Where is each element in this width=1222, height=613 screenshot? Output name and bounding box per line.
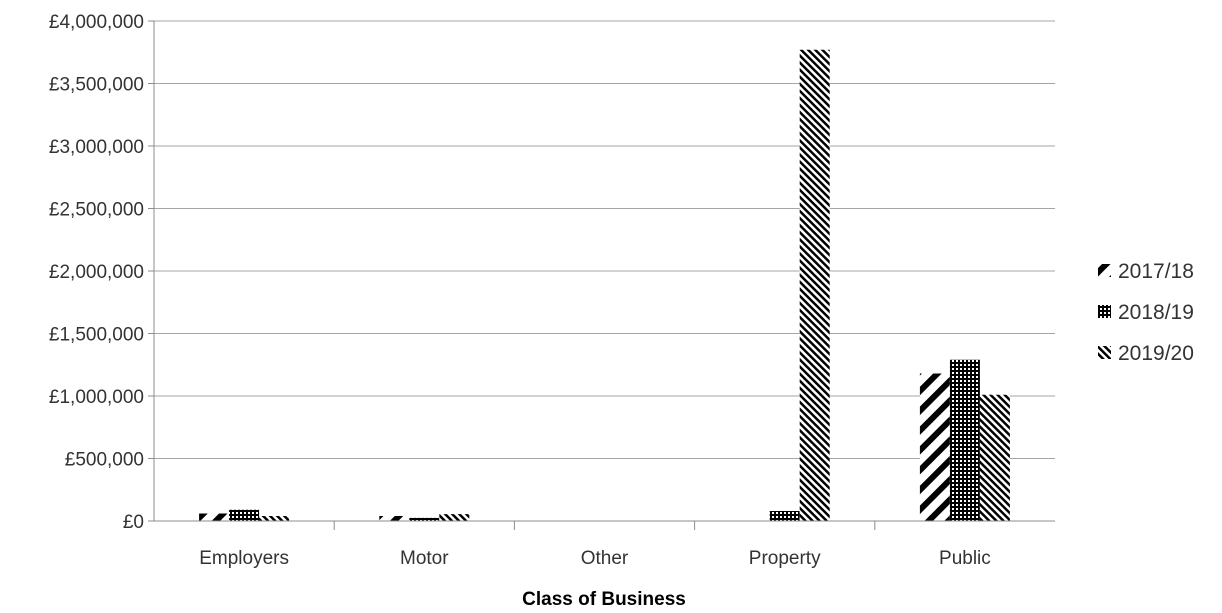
x-tick-label: Other — [581, 548, 629, 569]
y-tick-label: £0 — [123, 512, 144, 533]
y-tick-label: £4,000,000 — [49, 12, 144, 33]
y-tick-label: £1,500,000 — [49, 325, 144, 346]
x-tick-label: Public — [939, 548, 991, 569]
y-tick-label: £500,000 — [65, 450, 144, 471]
x-tick-label: Motor — [400, 548, 449, 569]
bar-public-2019-20 — [979, 394, 1010, 521]
bar-employers-2017-18 — [199, 513, 230, 521]
bar-employers-2019-20 — [259, 516, 290, 521]
gridlines — [154, 20, 1055, 459]
y-tick-label: £2,000,000 — [49, 262, 144, 283]
x-tick-label: Employers — [199, 548, 289, 569]
bar-series — [199, 49, 1010, 521]
y-tick-label: £1,000,000 — [49, 387, 144, 408]
legend-label: 2018/19 — [1118, 301, 1194, 324]
bar-motor-2018-19 — [409, 517, 440, 521]
bar-employers-2018-19 — [229, 509, 260, 521]
legend-label: 2017/18 — [1118, 260, 1194, 283]
bar-public-2018-19 — [949, 359, 980, 521]
y-axis-ticks: £0 £500,000 £1,000,000 £1,500,000 £2,000,000… — [49, 12, 154, 533]
y-tick-label: £2,500,000 — [49, 200, 144, 221]
bar-property-2018-19 — [769, 511, 800, 521]
legend-swatch — [1098, 305, 1111, 318]
y-tick-label: £3,000,000 — [49, 137, 144, 158]
y-tick-label: £3,500,000 — [49, 75, 144, 96]
bar-motor-2017-18 — [379, 516, 410, 521]
legend-swatch — [1098, 346, 1111, 359]
bar-motor-2019-20 — [439, 514, 470, 521]
x-tick-label: Property — [749, 548, 821, 569]
bar-property-2019-20 — [799, 49, 830, 521]
x-axis-ticks: Employers Motor Other Property Public — [199, 521, 991, 569]
x-axis-title: Class of Business — [522, 589, 686, 610]
bar-public-2017-18 — [919, 373, 950, 521]
axes — [153, 21, 1055, 522]
legend-swatch — [1098, 264, 1111, 277]
legend-label: 2019/20 — [1118, 342, 1194, 365]
legend: 2017/18 2018/19 2019/20 — [1098, 260, 1194, 365]
